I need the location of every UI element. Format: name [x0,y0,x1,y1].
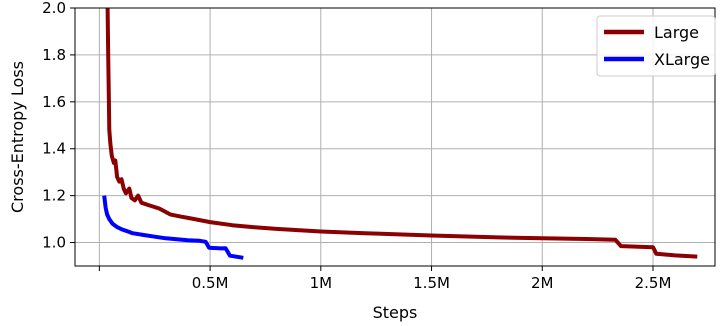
series-line-xlarge [102,195,244,260]
x-tick-label: 1.5M [413,274,450,292]
series-line-large [105,8,698,259]
y-tick-label: 1.4 [42,140,66,158]
x-axis-label: Steps [373,303,418,322]
y-tick-label: 1.8 [42,46,66,64]
plot-frame [74,7,716,267]
y-tick-label: 1.6 [42,93,66,111]
x-tick-label: 2M [531,274,554,292]
axis-ticks: 0.5M 1M 1.5M 2M 2.5M 1.0 1.2 1.4 1.6 1.8 2.0 [42,0,671,292]
legend-label-large: Large [654,23,699,42]
x-tick-label: 2.5M [635,274,672,292]
y-tick-label: 2.0 [42,0,66,17]
x-tick-label: 0.5M [192,274,229,292]
y-tick-label: 1.2 [42,187,66,205]
legend-label-xlarge: XLarge [654,50,710,69]
legend: Large XLarge [596,15,716,77]
y-axis-label: Cross-Entropy Loss [8,61,27,213]
y-tick-label: 1.0 [42,234,66,252]
x-tick-label: 1M [310,274,333,292]
series-lines [102,8,698,260]
